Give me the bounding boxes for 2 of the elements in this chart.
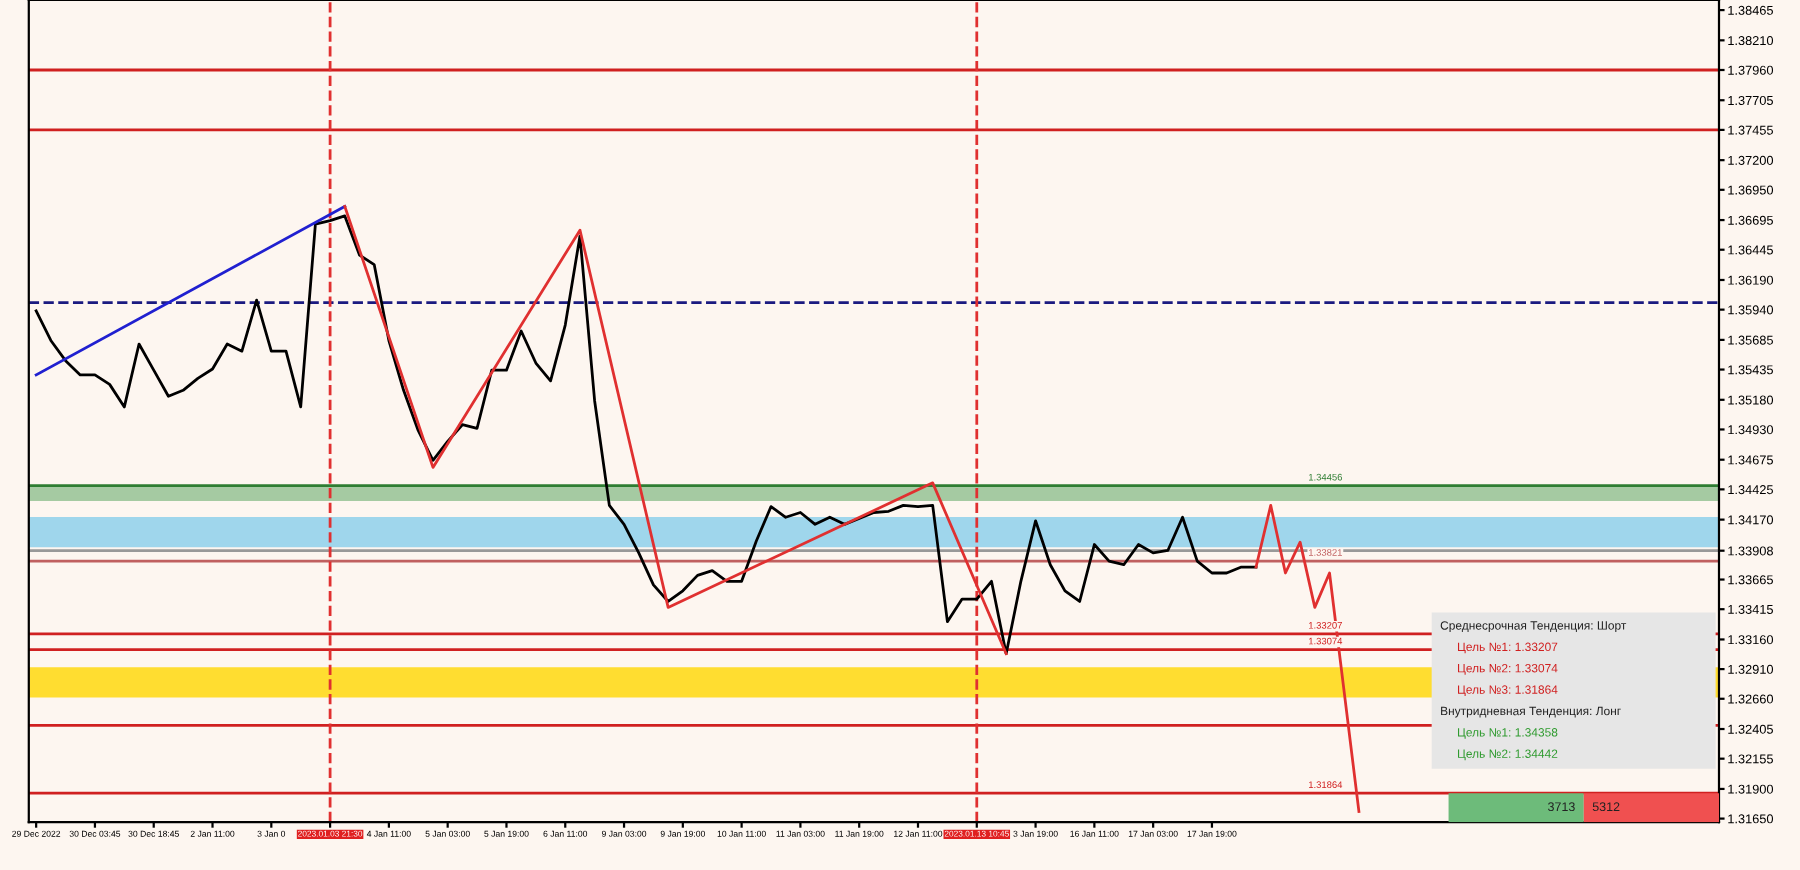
line-series bbox=[34, 214, 1258, 656]
line-series bbox=[1254, 504, 1361, 813]
